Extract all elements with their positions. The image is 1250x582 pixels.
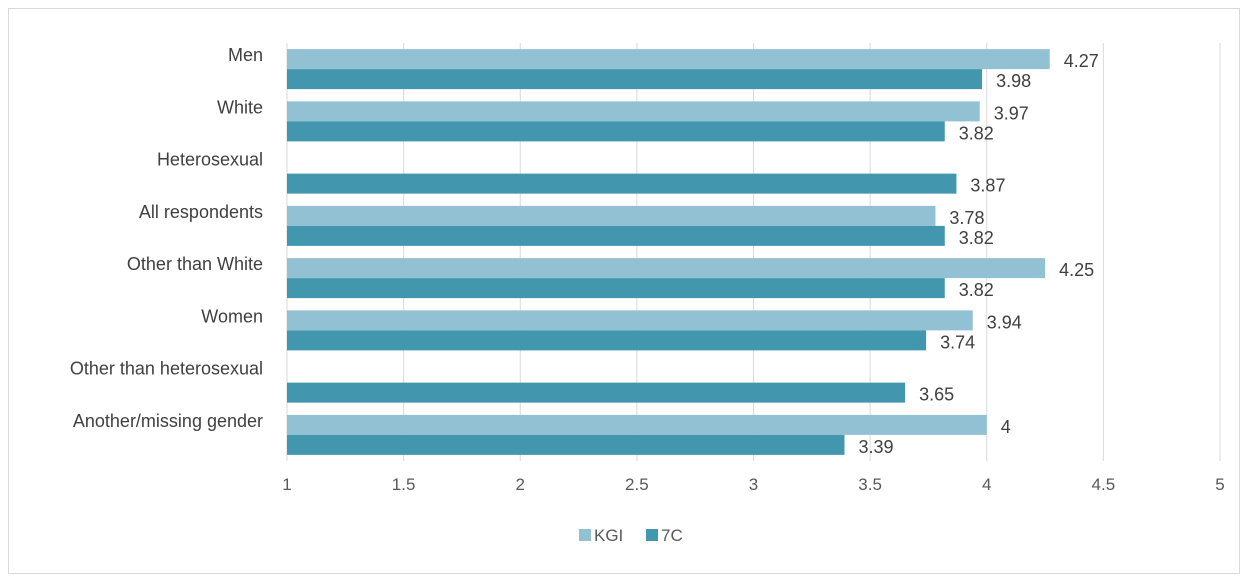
x-tick-label-4-5: 4.5	[1092, 475, 1116, 494]
data-label-7c-other-than-white: 3.82	[959, 280, 994, 300]
data-label-kgi-other-than-white: 4.25	[1059, 260, 1094, 280]
bar-7c-heterosexual	[287, 173, 957, 194]
bar-7c-other-than-heterosexual	[287, 382, 906, 403]
legend: KGI 7C	[579, 526, 683, 545]
bar-kgi-other-than-white	[287, 258, 1046, 279]
category-labels: Men White Heterosexual All respondents Other…	[70, 45, 263, 431]
x-tick-label-1: 1	[282, 475, 291, 494]
data-label-kgi-white: 3.97	[994, 103, 1029, 123]
bar-kgi-men	[287, 49, 1050, 70]
category-label-women: Women	[201, 306, 263, 326]
x-tick-label-5: 5	[1215, 475, 1224, 494]
legend-label-kgi: KGI	[594, 526, 623, 545]
bar-chart: 4.273.983.973.823.873.783.824.253.823.94…	[70, 43, 1225, 545]
x-axis-ticks: 1 1.5 2 2.5 3 3.5 4 4.5 5	[282, 475, 1224, 494]
category-label-white: White	[217, 97, 263, 117]
data-labels: 4.273.983.973.823.873.783.824.253.823.94…	[858, 51, 1098, 457]
bar-kgi-white	[287, 101, 980, 122]
data-label-7c-all-respondents: 3.82	[959, 228, 994, 248]
bar-7c-women	[287, 330, 927, 351]
legend-label-7c: 7C	[661, 526, 683, 545]
bar-7c-white	[287, 121, 945, 142]
bar-kgi-women	[287, 310, 973, 331]
x-tick-label-3-5: 3.5	[858, 475, 882, 494]
chart-frame: 4.27 3.98 3.97 3.82 3.87 3.78 3.82 4.25 3.82 3.94…	[8, 8, 1240, 574]
category-label-another-missing-gender: Another/missing gender	[73, 411, 263, 431]
data-label-kgi-another-missing-gender: 4	[1001, 417, 1011, 437]
x-tick-label-4: 4	[982, 475, 991, 494]
bar-7c-all-respondents	[287, 225, 945, 246]
data-label-7c-women: 3.74	[940, 332, 975, 352]
bar-7c-another-missing-gender	[287, 434, 845, 455]
bars	[287, 49, 1050, 455]
category-label-all-respondents: All respondents	[139, 202, 263, 222]
data-label-7c-white: 3.82	[959, 123, 994, 143]
legend-swatch-kgi	[579, 529, 591, 541]
data-label-kgi-all-respondents: 3.78	[949, 208, 984, 228]
bar-7c-men	[287, 69, 983, 90]
category-label-men: Men	[228, 45, 263, 65]
bar-kgi-all-respondents	[287, 205, 936, 226]
x-tick-label-3: 3	[749, 475, 758, 494]
category-label-heterosexual: Heterosexual	[157, 150, 263, 170]
category-label-other-than-heterosexual: Other than heterosexual	[70, 359, 263, 379]
data-label-kgi-men: 4.27	[1064, 51, 1099, 71]
x-tick-label-2-5: 2.5	[625, 475, 649, 494]
data-label-7c-another-missing-gender: 3.39	[858, 437, 893, 457]
bar-7c-other-than-white	[287, 278, 945, 299]
x-tick-label-1-5: 1.5	[392, 475, 416, 494]
x-tick-label-2: 2	[516, 475, 525, 494]
data-label-7c-men: 3.98	[996, 71, 1031, 91]
data-label-7c-heterosexual: 3.87	[970, 176, 1005, 196]
bar-kgi-another-missing-gender	[287, 414, 987, 435]
category-label-other-than-white: Other than White	[127, 254, 263, 274]
legend-swatch-7c	[646, 529, 658, 541]
data-label-kgi-women: 3.94	[987, 312, 1022, 332]
data-label-7c-other-than-heterosexual: 3.65	[919, 385, 954, 405]
